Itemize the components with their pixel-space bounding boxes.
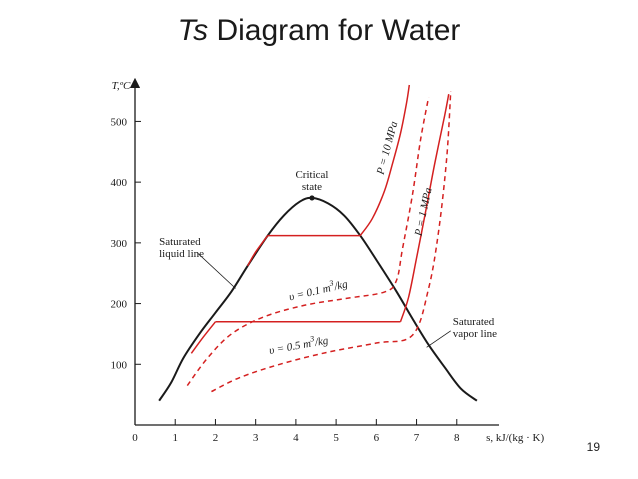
x-tick-label: 8: [454, 432, 460, 444]
series-line-p-1mpa: [190, 321, 217, 354]
x-axis-label: s, kJ/(kg · K): [486, 432, 544, 444]
saturated-liquid-label: Saturated: [159, 236, 201, 248]
y-tick-label: 500: [111, 116, 128, 128]
axes: [129, 77, 500, 426]
saturated-liquid-label: liquid line: [159, 248, 204, 260]
series-line-p-1mpa: [399, 93, 450, 323]
x-tick-label: 0: [132, 432, 138, 444]
slide-title-italic: Ts: [177, 14, 209, 47]
x-tick-label: 2: [213, 432, 219, 444]
page-number: 19: [586, 440, 600, 454]
y-tick-label: 100: [111, 359, 128, 371]
series-line-v-0-1: [186, 97, 430, 386]
y-tick-label: 200: [111, 299, 128, 311]
series-line-v-0-5: [211, 91, 452, 393]
pressure-1mpa-label: P = 1 MPa: [412, 186, 434, 238]
critical-point-marker: [309, 195, 315, 201]
slide-title-rest: Diagram for Water: [208, 14, 461, 47]
critical-state-label: state: [302, 181, 322, 193]
x-tick-label: 5: [333, 432, 339, 444]
y-axis-label: T,ºC: [112, 80, 131, 92]
series-line-p-10mpa: [359, 84, 411, 237]
x-tick-label: 4: [293, 432, 299, 444]
y-tick-label: 400: [111, 177, 128, 189]
series-line-saturation-dome: [158, 196, 478, 402]
curves: [158, 84, 478, 402]
critical-state-label: Critical: [295, 169, 328, 181]
x-tick-label: 3: [253, 432, 259, 444]
x-tick-label: 1: [172, 432, 178, 444]
saturated-vapor-label: vapor line: [453, 328, 497, 340]
vapor-leader-line: [426, 330, 451, 348]
ticks: 0 1 2 3 4 5 6 7 8 100 200 300 400 500: [111, 116, 461, 444]
saturated-vapor-label: Saturated: [453, 316, 495, 328]
slide-title: Ts Diagram for Water: [0, 14, 638, 48]
liquid-leader-line: [197, 252, 236, 289]
series-line-p-10mpa: [246, 235, 269, 267]
volume-0-5-label: υ = 0.5 m3/kg: [268, 332, 330, 357]
y-tick-label: 300: [111, 238, 128, 250]
x-tick-label: 7: [414, 432, 420, 444]
x-tick-label: 6: [374, 432, 380, 444]
